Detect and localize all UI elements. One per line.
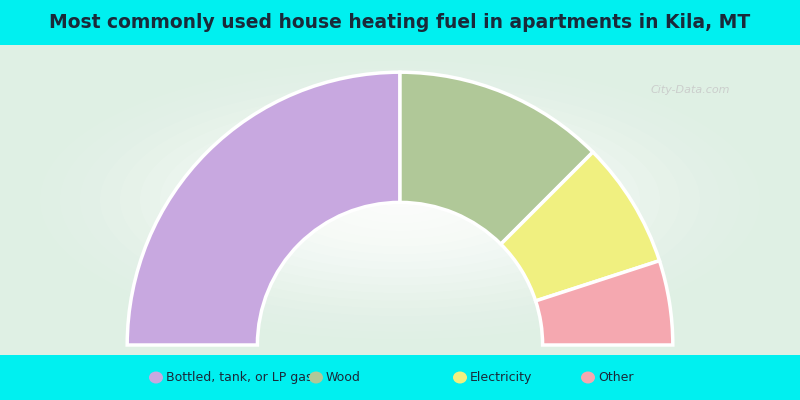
Text: Most commonly used house heating fuel in apartments in Kila, MT: Most commonly used house heating fuel in… — [50, 13, 750, 32]
Text: City-Data.com: City-Data.com — [650, 85, 730, 95]
Ellipse shape — [380, 192, 420, 208]
Ellipse shape — [220, 130, 580, 270]
Ellipse shape — [80, 76, 720, 324]
Wedge shape — [400, 72, 593, 244]
Ellipse shape — [280, 154, 520, 246]
Ellipse shape — [581, 372, 595, 384]
Ellipse shape — [100, 84, 700, 316]
Ellipse shape — [340, 177, 460, 223]
Wedge shape — [501, 152, 659, 301]
Wedge shape — [127, 72, 400, 345]
Text: Wood: Wood — [326, 371, 361, 384]
Ellipse shape — [300, 161, 500, 239]
Ellipse shape — [149, 372, 163, 384]
Ellipse shape — [160, 107, 640, 293]
Ellipse shape — [140, 99, 660, 301]
Ellipse shape — [240, 138, 560, 262]
Text: Bottled, tank, or LP gas: Bottled, tank, or LP gas — [166, 371, 313, 384]
Text: Other: Other — [598, 371, 634, 384]
Bar — [0, 45, 800, 355]
Ellipse shape — [60, 68, 740, 332]
Wedge shape — [536, 261, 673, 345]
Ellipse shape — [200, 122, 600, 278]
Ellipse shape — [320, 169, 480, 231]
Ellipse shape — [180, 115, 620, 285]
Text: Electricity: Electricity — [470, 371, 532, 384]
Ellipse shape — [309, 372, 323, 384]
Ellipse shape — [260, 146, 540, 254]
Ellipse shape — [120, 92, 680, 308]
Ellipse shape — [453, 372, 467, 384]
Ellipse shape — [360, 184, 440, 216]
